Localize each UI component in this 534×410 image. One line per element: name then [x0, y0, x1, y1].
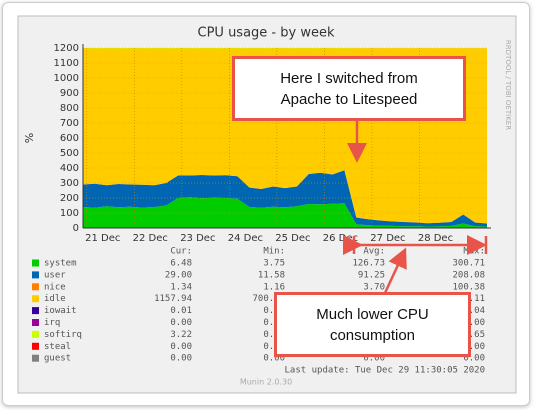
legend-swatch: [32, 271, 39, 279]
legend-swatch: [32, 295, 39, 303]
x-tick-label: 24 Dec: [228, 233, 263, 244]
annotation: Much lower CPU consumption: [274, 292, 471, 357]
stats-cell: 14.04: [458, 306, 485, 316]
y-tick-label: 800: [60, 103, 79, 114]
legend-label: nice: [44, 282, 66, 292]
stats-header: Min:: [263, 247, 285, 257]
stats-cell: 0.00: [463, 318, 485, 328]
stats-cell: 0.01: [170, 306, 192, 316]
stats-cell: 0.00: [170, 354, 192, 364]
legend-swatch: [32, 330, 39, 338]
legend-swatch: [32, 283, 39, 291]
stats-cell: 3.22: [170, 330, 192, 340]
arrow: [383, 247, 407, 294]
last-update: Last update: Tue Dec 29 11:30:05 2020: [285, 366, 485, 376]
legend-label: idle: [44, 294, 66, 304]
stats-cell: 0.00: [170, 342, 192, 352]
y-tick-label: 0: [73, 223, 79, 234]
legend-label: irq: [44, 318, 60, 328]
legend-label: user: [44, 270, 66, 280]
annotation: Here I switched from Apache to Litespeed: [232, 56, 466, 121]
y-tick-label: 400: [60, 163, 79, 174]
stats-cell: 91.25: [358, 270, 385, 280]
side-label: RRDTOOL / TOBI OETIKER: [504, 40, 512, 130]
legend-swatch: [32, 307, 39, 315]
y-tick-label: 1100: [54, 58, 79, 69]
stats-cell: 0.00: [463, 342, 485, 352]
stats-header: Cur:: [170, 247, 192, 257]
stats-cell: 208.08: [452, 270, 485, 280]
stats-cell: 300.71: [452, 259, 485, 269]
legend-swatch: [32, 354, 39, 362]
stats-cell: 11.58: [258, 270, 285, 280]
stats-cell: 0.00: [263, 354, 285, 364]
y-tick-label: 1200: [54, 43, 79, 54]
y-tick-label: 500: [60, 148, 79, 159]
y-tick-label: 700: [60, 118, 79, 129]
stats-cell: 3.75: [263, 259, 285, 269]
legend-swatch: [32, 342, 39, 350]
stats-cell: 3.70: [363, 282, 385, 292]
stats-cell: 1.16: [263, 282, 285, 292]
x-tick-label: 25 Dec: [275, 233, 310, 244]
x-tick-label: 23 Dec: [180, 233, 215, 244]
y-tick-label: 600: [60, 133, 79, 144]
area-series: [83, 170, 487, 227]
y-tick-label: 300: [60, 178, 79, 189]
y-axis-label: %: [23, 133, 36, 143]
area-series: [83, 197, 487, 228]
legend-swatch: [32, 319, 39, 326]
stats-cell: 700.76: [252, 294, 285, 304]
stats-cell: 1157.94: [154, 294, 192, 304]
legend-label: iowait: [44, 306, 77, 316]
stats-cell: 0.00: [170, 318, 192, 328]
legend-label: softirq: [44, 330, 82, 340]
legend-label: system: [44, 259, 77, 269]
x-tick-label: 21 Dec: [85, 233, 120, 244]
stats-cell: 29.00: [165, 270, 192, 280]
stats-cell: 6.48: [170, 259, 192, 269]
stats-cell: 0.00: [363, 354, 385, 364]
x-tick-label: 22 Dec: [133, 233, 168, 244]
legend-label: guest: [44, 354, 71, 364]
stats-cell: 126.73: [352, 259, 385, 269]
y-tick-label: 200: [60, 193, 79, 204]
y-tick-label: 900: [60, 88, 79, 99]
stats-cell: 0.00: [463, 354, 485, 364]
y-tick-label: 100: [60, 208, 79, 219]
stats-cell: 1.34: [170, 282, 192, 292]
y-tick-label: 1000: [54, 73, 79, 84]
chart-title: CPU usage - by week: [198, 26, 335, 41]
stats-cell: 9.65: [463, 330, 485, 340]
legend-swatch: [32, 259, 39, 267]
legend-label: steal: [44, 342, 71, 352]
stats-cell: 100.38: [452, 282, 485, 292]
x-tick-label: 26 Dec: [323, 233, 358, 244]
footer: Munin 2.0.30: [240, 378, 292, 387]
